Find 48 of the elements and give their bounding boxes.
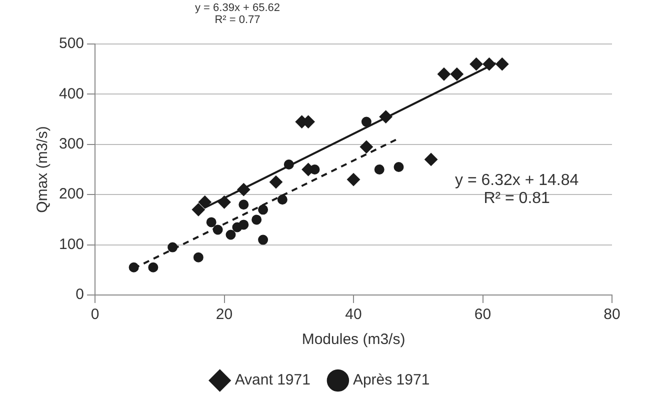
point	[193, 252, 204, 262]
y-tick-label: 500	[58, 35, 84, 52]
point	[148, 262, 158, 272]
point	[374, 164, 384, 174]
x-tick-label: 60	[474, 306, 492, 324]
y-axis-title: Qmax (m3/s)	[34, 126, 52, 213]
y-tick-label: 0	[76, 286, 84, 304]
x-tick-label: 80	[604, 306, 620, 324]
point	[394, 162, 404, 172]
point	[238, 220, 249, 230]
y-tick-label: 200	[58, 186, 84, 203]
point	[347, 173, 360, 186]
point	[168, 242, 178, 252]
point	[192, 203, 205, 216]
x-tick-label: 20	[216, 306, 233, 324]
point	[206, 217, 216, 228]
point	[496, 58, 509, 71]
point	[482, 58, 496, 71]
point	[237, 183, 250, 196]
point	[379, 110, 392, 124]
x-tick-label: 40	[345, 306, 362, 324]
point	[226, 230, 236, 240]
point	[361, 116, 372, 127]
point	[437, 68, 450, 81]
point	[198, 196, 212, 209]
point	[277, 194, 288, 205]
text: y = 6.39x + 65.62 R² = 0.77	[195, 2, 280, 26]
legend-label: Après 1971	[352, 372, 430, 389]
legend-label: Avant 1971	[234, 372, 310, 389]
point	[470, 58, 483, 71]
y-tick-label: 100	[58, 236, 84, 253]
point	[212, 224, 223, 235]
point	[218, 196, 231, 209]
x-tick-label: 0	[90, 306, 100, 324]
point	[424, 152, 438, 166]
annotation: y = 6.32x + 14.84 R² = 0.81	[455, 172, 579, 208]
point	[360, 140, 373, 154]
point	[258, 204, 268, 215]
y-tick-label: 400	[58, 85, 84, 102]
x-axis-title: Modules (m3/s)	[302, 331, 406, 348]
point	[258, 234, 268, 245]
y-tick-label: 300	[58, 136, 84, 153]
point	[252, 214, 262, 225]
point	[238, 200, 249, 210]
point	[269, 176, 282, 189]
point	[128, 262, 139, 272]
point	[450, 68, 464, 81]
point	[284, 159, 294, 170]
